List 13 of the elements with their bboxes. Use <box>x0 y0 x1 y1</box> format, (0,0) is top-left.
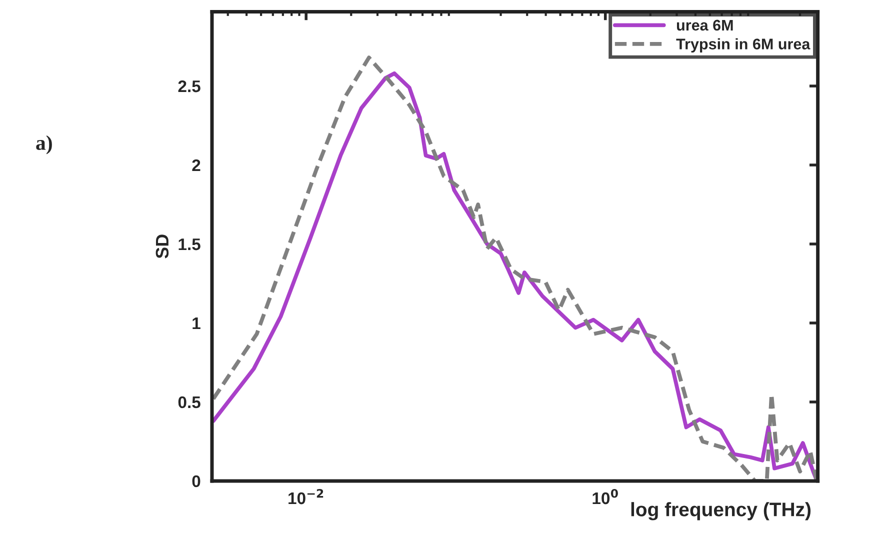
y-tick-label: 1 <box>192 318 200 330</box>
x-tick-label: 10$^{−2}$ <box>288 488 324 504</box>
legend-label: Trypsin in 6M urea <box>676 38 810 52</box>
y-tick-label: 2.5 <box>178 80 200 92</box>
y-tick-label: 1.5 <box>178 238 200 250</box>
x-axis-title: log frequency (THz) <box>631 502 811 520</box>
legend-label: urea 6M <box>676 20 733 31</box>
y-axis-title: SD <box>156 234 169 258</box>
x-tick-label: 10$^{0}$ <box>592 488 618 504</box>
y-tick-label: 0.5 <box>178 396 200 408</box>
text: a) <box>36 135 52 154</box>
y-tick-label: 0 <box>192 475 200 488</box>
y-tick-label: 2 <box>192 159 200 172</box>
